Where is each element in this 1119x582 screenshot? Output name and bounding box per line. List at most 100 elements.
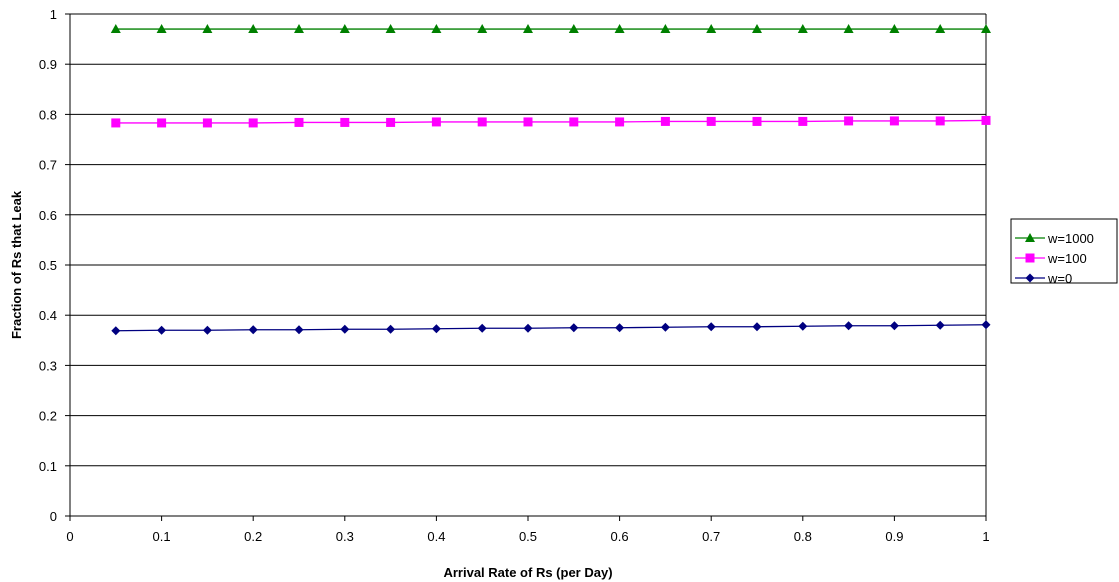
data-point xyxy=(339,24,350,34)
data-point xyxy=(843,24,854,34)
data-point xyxy=(386,324,396,334)
x-tick-label: 0 xyxy=(66,529,73,544)
data-point xyxy=(981,24,991,34)
series-w-100 xyxy=(111,115,991,128)
data-point xyxy=(844,321,854,331)
data-point xyxy=(706,322,716,332)
data-point xyxy=(523,24,533,34)
legend-marker xyxy=(1025,273,1035,283)
data-point xyxy=(157,118,167,128)
x-tick-label: 0.9 xyxy=(885,529,903,544)
data-point xyxy=(569,323,579,333)
data-point xyxy=(889,24,900,34)
data-point xyxy=(202,24,213,34)
data-point xyxy=(477,24,488,34)
data-point xyxy=(431,117,441,127)
series-line-w-100 xyxy=(115,119,987,124)
x-tick-label: 0.3 xyxy=(336,529,354,544)
data-point xyxy=(569,117,579,127)
data-point xyxy=(431,24,442,34)
data-point xyxy=(889,321,899,331)
data-point xyxy=(798,321,808,331)
y-tick-label: 0 xyxy=(50,509,57,524)
data-point xyxy=(248,325,258,335)
y-tick-label: 0.9 xyxy=(39,57,57,72)
data-point xyxy=(156,24,167,34)
data-point xyxy=(248,24,259,34)
data-point xyxy=(889,116,899,126)
data-point xyxy=(477,117,487,127)
data-point xyxy=(615,117,625,127)
data-point xyxy=(614,24,625,34)
gridlines xyxy=(70,13,987,516)
y-tick-label: 0.5 xyxy=(39,258,57,273)
y-tick-label: 0.7 xyxy=(39,158,57,173)
x-tick-label: 0.7 xyxy=(702,529,720,544)
data-point xyxy=(752,116,762,126)
x-tick-label: 0.6 xyxy=(611,529,629,544)
y-tick-labels: 0 0.1 0.2 0.3 0.4 0.5 0.6 0.7 0.8 0.9 1 xyxy=(39,7,57,524)
data-point xyxy=(981,115,991,125)
data-point xyxy=(798,116,808,126)
data-point xyxy=(248,118,258,128)
data-point xyxy=(294,117,304,127)
y-tick-label: 0.4 xyxy=(39,308,57,323)
data-point xyxy=(386,117,396,127)
legend-item-w-0: w=0 xyxy=(1015,271,1072,286)
x-tick-label: 0.1 xyxy=(153,529,171,544)
data-point xyxy=(660,24,671,34)
data-point xyxy=(981,320,991,330)
y-tick-label: 0.3 xyxy=(39,358,57,373)
data-point xyxy=(157,325,167,335)
data-point xyxy=(385,24,396,34)
legend-marker xyxy=(1025,233,1035,242)
data-point xyxy=(935,320,945,330)
data-point xyxy=(477,323,487,333)
data-point xyxy=(660,116,670,126)
data-point xyxy=(935,116,945,126)
x-tick-label: 0.5 xyxy=(519,529,537,544)
series-line-w-0 xyxy=(115,324,987,332)
data-point xyxy=(340,117,350,127)
data-point xyxy=(523,117,533,127)
series-w-0 xyxy=(111,320,991,336)
x-axis-title: Arrival Rate of Rs (per Day) xyxy=(443,565,612,580)
data-point xyxy=(706,116,716,126)
legend-label: w=0 xyxy=(1047,271,1072,286)
legend-box xyxy=(1010,218,1118,284)
legend: w=1000 w=100 w=0 xyxy=(1010,218,1118,286)
x-tick-labels: 0 0.1 0.2 0.3 0.4 0.5 0.6 0.7 0.8 0.9 1 xyxy=(66,529,989,544)
series-group xyxy=(110,24,991,336)
y-tick-label: 0.6 xyxy=(39,208,57,223)
legend-label: w=100 xyxy=(1047,251,1087,266)
legend-item-w-100: w=100 xyxy=(1015,251,1087,266)
data-point xyxy=(110,24,121,34)
data-point xyxy=(797,24,808,34)
data-point xyxy=(431,324,441,334)
data-point xyxy=(844,116,854,126)
x-tick-label: 0.2 xyxy=(244,529,262,544)
x-tick-label: 0.8 xyxy=(794,529,812,544)
data-point xyxy=(615,323,625,333)
data-point xyxy=(294,24,304,34)
data-point xyxy=(523,323,533,333)
series-w-1000 xyxy=(110,24,991,34)
legend-item-w-1000: w=1000 xyxy=(1015,231,1094,246)
data-point xyxy=(660,322,670,332)
data-point xyxy=(111,118,121,128)
data-point xyxy=(568,24,579,34)
data-point xyxy=(340,324,350,334)
data-point xyxy=(202,325,212,335)
data-point xyxy=(111,326,121,336)
legend-label: w=1000 xyxy=(1047,231,1094,246)
axes xyxy=(65,13,987,521)
legend-marker xyxy=(1025,253,1035,263)
data-point xyxy=(706,24,717,34)
data-point xyxy=(752,24,762,34)
data-point xyxy=(294,325,304,335)
y-tick-label: 0.8 xyxy=(39,107,57,122)
y-tick-label: 0.1 xyxy=(39,459,57,474)
y-tick-label: 0.2 xyxy=(39,409,57,424)
